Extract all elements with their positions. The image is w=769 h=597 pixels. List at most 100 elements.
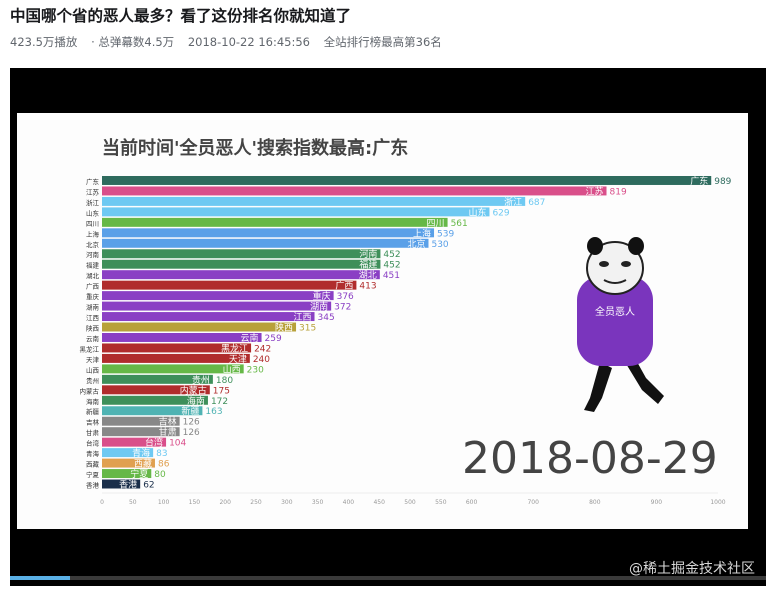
bar-inner-label: 广东	[690, 175, 708, 187]
bar-inner-label: 吉林	[159, 416, 177, 428]
bar-inner-label: 黑龙江	[221, 342, 248, 354]
x-tick-label: 500	[404, 499, 416, 506]
x-tick-label: 900	[651, 499, 663, 506]
bar-value: 452	[383, 250, 400, 260]
video-player[interactable]: 当前时间'全员恶人'搜索指数最高:广东 广东 广东 989 江苏 江苏 819 浙江 浙江 68…	[10, 68, 766, 586]
x-tick-label: 800	[589, 499, 601, 506]
bar-value: 561	[451, 219, 468, 229]
chart-title: 当前时间'全员恶人'搜索指数最高:广东	[102, 137, 408, 159]
x-axis: 0 50 100 150 200 250 300 350 400 450 500 550 600 700 8…	[100, 492, 726, 506]
progress-bar[interactable]	[10, 576, 766, 580]
x-tick-label: 0	[100, 499, 104, 506]
province-label: 广西	[86, 282, 100, 291]
bar-value: 451	[383, 271, 400, 281]
x-tick-label: 600	[466, 499, 478, 506]
bar	[102, 353, 250, 363]
x-tick-label: 300	[281, 499, 293, 506]
bar	[102, 228, 435, 238]
x-tick-label: 200	[219, 499, 231, 506]
bar-value: 86	[158, 460, 170, 470]
province-label: 贵州	[86, 376, 99, 385]
province-label: 湖北	[86, 271, 100, 280]
bar-value: 172	[211, 397, 228, 407]
province-label: 北京	[86, 240, 100, 249]
bar	[102, 437, 167, 447]
bar-value: 539	[437, 229, 454, 239]
province-label: 海南	[86, 397, 100, 406]
bar-value: 80	[154, 470, 166, 480]
province-label: 青海	[86, 449, 100, 458]
bar-value: 83	[156, 449, 167, 459]
province-label: 新疆	[86, 407, 100, 416]
bar-value: 530	[431, 240, 448, 250]
province-label: 山东	[86, 208, 100, 217]
bar-value: 126	[183, 428, 200, 438]
bar	[102, 196, 526, 206]
bar	[102, 385, 210, 395]
bar-value: 687	[528, 198, 545, 208]
x-tick-label: 100	[158, 499, 170, 506]
bar	[102, 238, 429, 248]
province-label: 内蒙古	[80, 386, 100, 395]
x-tick-label: 700	[527, 499, 539, 506]
bar	[102, 416, 180, 426]
bar-inner-label: 江苏	[585, 185, 603, 197]
province-label: 上海	[86, 229, 100, 238]
bar	[102, 280, 357, 290]
bar	[102, 270, 380, 280]
province-label: 江苏	[86, 187, 100, 196]
bar-value: 163	[205, 407, 222, 417]
x-tick-label: 150	[189, 499, 201, 506]
date-label: 2018-08-29	[462, 433, 718, 484]
x-tick-label: 450	[373, 499, 385, 506]
bar-inner-label: 贵州	[192, 374, 210, 386]
bar	[102, 301, 332, 311]
sticker-body	[577, 276, 653, 366]
province-label: 四川	[86, 220, 99, 228]
province-label: 黑龙江	[80, 344, 100, 353]
bar	[102, 312, 315, 322]
rank-text: 全站排行榜最高第36名	[323, 35, 442, 49]
bar-inner-label: 甘肃	[159, 426, 177, 438]
bar-inner-label: 新疆	[181, 405, 199, 417]
bar-inner-label: 浙江	[504, 196, 522, 208]
x-tick-label: 250	[250, 499, 262, 506]
bar	[102, 448, 154, 458]
panda-sticker: 全员恶人	[577, 237, 664, 412]
province-label: 福建	[86, 261, 100, 270]
publish-date: 2018-10-22 16:45:56	[187, 35, 310, 49]
bar-inner-label: 云南	[241, 332, 259, 344]
bar-inner-label: 台湾	[145, 437, 163, 449]
bar	[102, 249, 381, 259]
bar-inner-label: 天津	[229, 354, 247, 365]
bar	[102, 207, 490, 217]
province-label: 浙江	[86, 198, 100, 207]
bar-value: 62	[143, 481, 154, 491]
bar-inner-label: 海南	[187, 395, 205, 407]
province-label: 宁夏	[86, 470, 100, 479]
bar	[102, 343, 252, 353]
bar	[102, 176, 712, 185]
bar-inner-label: 湖北	[359, 270, 377, 281]
bar-inner-label: 广西	[335, 280, 353, 292]
province-label: 山西	[86, 365, 100, 374]
province-label: 陕西	[86, 324, 100, 333]
bar	[102, 333, 262, 342]
province-label: 湖南	[86, 303, 100, 312]
sticker-leg-left	[584, 362, 612, 412]
bar	[102, 479, 141, 489]
bar-value: 452	[383, 261, 400, 271]
province-label: 河南	[86, 250, 100, 259]
progress-fill	[10, 576, 71, 580]
bar-value: 104	[169, 439, 186, 449]
bar-value: 629	[492, 208, 509, 218]
province-label: 重庆	[86, 292, 100, 301]
video-title: 中国哪个省的恶人最多？看了这份排名你就知道了	[10, 7, 352, 25]
bar-value: 376	[337, 292, 354, 302]
bar	[102, 217, 448, 227]
bar-value: 345	[318, 313, 335, 323]
bar-inner-label: 西藏	[134, 458, 152, 470]
bar-inner-label: 山西	[223, 364, 241, 375]
bar-inner-label: 上海	[413, 227, 431, 239]
bar-inner-label: 湖南	[310, 301, 328, 313]
